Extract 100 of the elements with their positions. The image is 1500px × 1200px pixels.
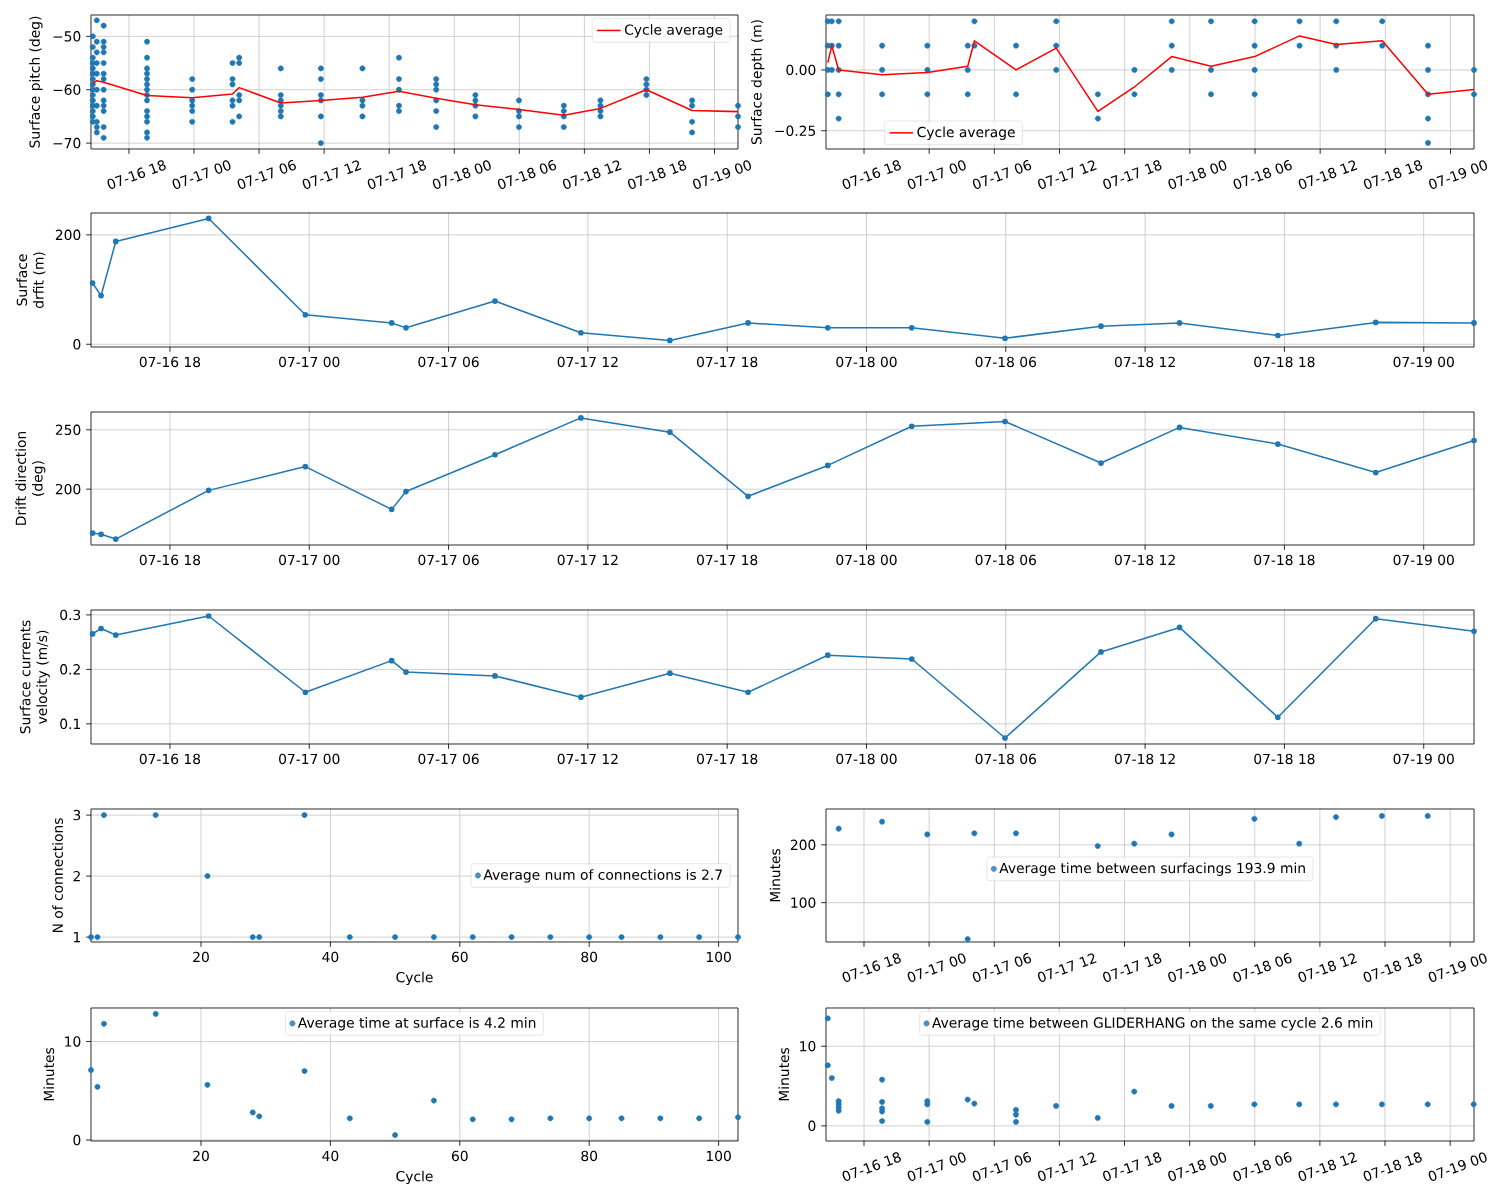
x-tick-label: 07-16 18	[139, 356, 201, 368]
x-tick-label: 07-16 18	[107, 160, 166, 189]
x-tick-label: 07-17 12	[557, 753, 618, 765]
y-tick-label: 100	[791, 897, 816, 908]
y-tick-label: 0.3	[60, 609, 81, 621]
y-tick-label: 3	[73, 809, 81, 821]
x-tick-label: 07-16 18	[139, 753, 201, 765]
x-tick-label: 80	[581, 1150, 598, 1162]
x-tick-label: 07-17 18	[696, 554, 758, 566]
x-tick-label: 07-17 00	[907, 953, 966, 982]
y-tick-label: 0.1	[60, 718, 80, 730]
x-tick-label: 07-17 06	[972, 159, 1032, 189]
x-tick-label: 07-17 06	[972, 1151, 1032, 1181]
x-tick-label: 07-17 18	[1103, 1152, 1162, 1181]
x-tick-label: 07-18 12	[1298, 953, 1358, 982]
x-tick-label: 07-19 00	[1393, 753, 1454, 765]
y-axis-title: Surface pitch (deg)	[29, 16, 43, 148]
y-tick-label: 250	[55, 424, 81, 436]
legend-label: Cycle average	[624, 24, 723, 38]
x-tick-label: 07-18 00	[836, 356, 897, 368]
x-tick-label: 07-17 00	[279, 554, 340, 566]
x-tick-label: 07-17 00	[907, 1152, 966, 1181]
y-axis-title: Surface currents velocity (m/s)	[19, 620, 50, 734]
x-tick-label: 07-17 06	[972, 952, 1032, 982]
y-tick-label: 10	[800, 1040, 816, 1052]
x-tick-label: 07-17 18	[1103, 160, 1162, 189]
x-tick-label: 07-17 12	[302, 160, 362, 189]
y-tick-label: 200	[55, 483, 81, 495]
x-tick-label: 40	[322, 951, 339, 963]
x-tick-label: 07-18 00	[836, 554, 897, 566]
x-tick-label: 07-19 00	[1428, 1152, 1487, 1181]
x-tick-label: 07-17 12	[1037, 953, 1097, 982]
legend-label: Average num of connections is 2.7	[483, 869, 722, 883]
x-tick-label: 07-18 18	[1254, 554, 1315, 566]
y-tick-label: 200	[790, 839, 816, 851]
y-tick-label: 1	[73, 932, 80, 943]
y-tick-label: 2	[73, 870, 80, 882]
x-tick-label: 07-17 00	[279, 753, 340, 765]
x-tick-label: 07-17 12	[557, 554, 618, 566]
y-tick-label: −0.25	[775, 125, 816, 136]
x-tick-label: 07-18 06	[1233, 1151, 1292, 1181]
y-axis-title: Drift direction (deg)	[15, 431, 46, 525]
legend-label: Cycle average	[917, 126, 1015, 140]
x-tick-label: 07-18 18	[1254, 753, 1315, 765]
x-tick-label: 100	[706, 951, 731, 963]
x-tick-label: 20	[193, 1150, 209, 1162]
x-tick-label: 07-18 12	[1298, 1152, 1358, 1181]
x-tick-label: 07-18 12	[562, 160, 622, 189]
x-tick-label: 07-18 00	[432, 160, 491, 189]
x-tick-label: 07-18 18	[1363, 1152, 1422, 1181]
x-tick-label: 07-17 12	[1037, 1152, 1097, 1181]
x-tick-label: 07-18 18	[1363, 953, 1422, 982]
x-tick-label: 60	[451, 1150, 468, 1162]
y-axis-title: Minutes	[43, 1047, 55, 1101]
y-tick-label: −70	[53, 137, 81, 149]
x-tick-label: 07-18 00	[1168, 160, 1227, 189]
x-tick-label: 07-18 18	[628, 160, 687, 189]
x-tick-label: 07-17 18	[1103, 953, 1162, 982]
x-tick-label: 07-18 06	[497, 159, 557, 189]
y-tick-label: −50	[53, 31, 81, 42]
x-axis-title: Cycle	[396, 1170, 433, 1185]
y-tick-label: 0.00	[786, 64, 816, 76]
y-tick-label: 10	[65, 1036, 81, 1047]
x-tick-label: 07-18 06	[1233, 952, 1292, 982]
x-tick-label: 07-18 06	[975, 753, 1037, 765]
x-tick-label: 07-17 18	[696, 753, 758, 765]
x-tick-label: 07-17 06	[418, 554, 479, 566]
x-tick-label: 07-17 00	[172, 160, 231, 189]
y-axis-title: Minutes	[778, 1047, 790, 1101]
x-tick-label: 07-18 00	[1168, 1152, 1227, 1181]
x-tick-label: 20	[193, 951, 209, 963]
x-tick-label: 80	[581, 951, 598, 963]
x-tick-label: 07-18 00	[836, 753, 897, 765]
y-tick-label: 0	[73, 339, 81, 350]
x-tick-label: 07-17 06	[418, 356, 479, 368]
legend-label: Average time between GLIDERHANG on the same cycle 2.6 min	[932, 1017, 1373, 1031]
y-tick-label: 200	[55, 229, 81, 241]
x-tick-label: 07-19 00	[1429, 160, 1488, 189]
x-tick-label: 07-17 12	[1038, 160, 1097, 189]
x-tick-label: 07-18 06	[975, 356, 1037, 368]
x-tick-label: 07-19 00	[693, 160, 752, 189]
y-tick-label: 0	[808, 1120, 816, 1132]
x-tick-label: 07-17 00	[279, 356, 340, 368]
x-tick-label: 07-19 00	[1428, 953, 1487, 982]
x-tick-label: 07-17 12	[557, 356, 618, 368]
x-tick-label: 07-18 18	[1363, 160, 1423, 189]
x-tick-label: 07-16 18	[139, 554, 201, 566]
y-axis-title: Surface drfit (m)	[16, 252, 46, 308]
x-tick-label: 07-18 12	[1114, 554, 1175, 566]
x-tick-label: 07-16 18	[842, 1152, 901, 1181]
x-tick-label: 07-17 06	[418, 753, 479, 765]
x-tick-label: 07-18 06	[975, 554, 1037, 566]
x-tick-label: 60	[451, 951, 468, 963]
x-tick-label: 07-17 00	[907, 160, 966, 189]
x-tick-label: 07-18 00	[1168, 953, 1227, 982]
legend-label: Average time at surface is 4.2 min	[297, 1017, 536, 1031]
y-axis-title: Surface depth (m)	[750, 20, 765, 145]
legend-label: Average time between surfacings 193.9 min	[999, 862, 1305, 876]
y-tick-label: −60	[53, 84, 81, 95]
x-tick-label: 07-18 18	[1254, 356, 1315, 368]
